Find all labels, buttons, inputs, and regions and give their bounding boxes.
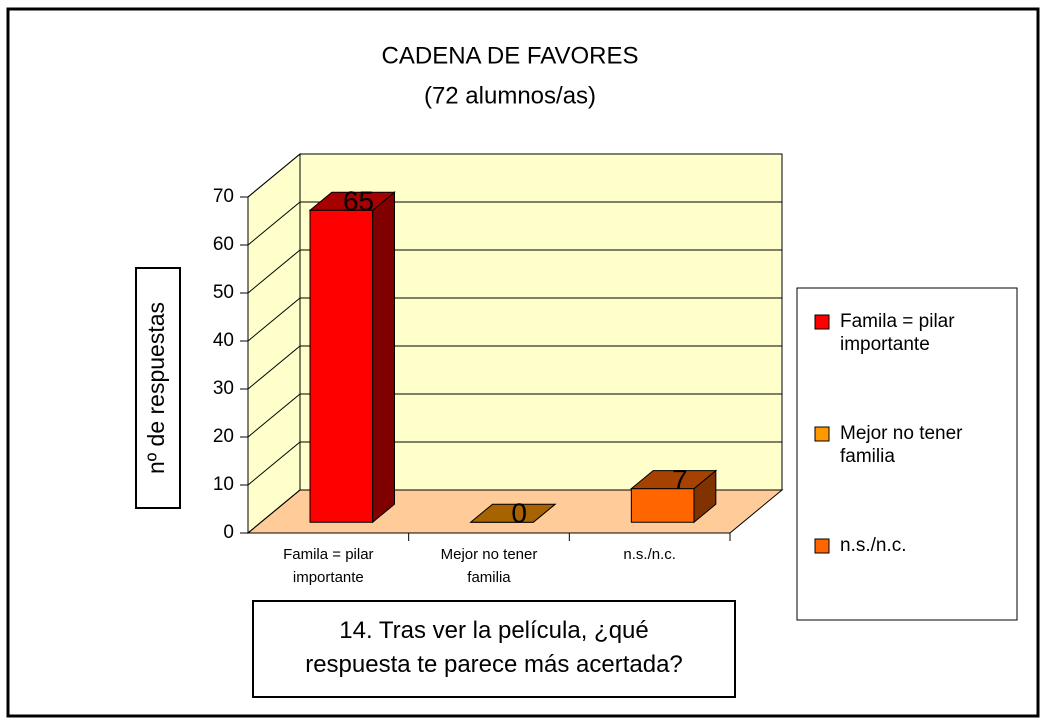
y-label-box (135, 267, 181, 509)
annotation: 14. Tras ver la película, ¿qué respuesta… (252, 600, 736, 698)
grid-line (247, 201, 782, 246)
legend-label: Mejor no tener familia (840, 423, 963, 467)
chart-title: CADENA DE FAVORES (382, 42, 639, 69)
y-tick-label: 30 (213, 378, 234, 399)
legend-label: n.s./n.c. (840, 535, 907, 556)
left-wall (247, 152, 301, 535)
y-tick-label: 60 (213, 234, 234, 255)
bar-top (469, 503, 557, 523)
grid-line (247, 489, 782, 534)
y-tick-label: 20 (213, 426, 234, 447)
bar (469, 503, 557, 523)
x-tick-label: Mejor no tener familia (440, 546, 538, 586)
y-tick-label: 50 (213, 282, 234, 303)
y-tick-label: 0 (223, 522, 234, 543)
x-tick-label: n.s./n.c. (623, 546, 676, 563)
grid-line (247, 153, 782, 198)
legend-box (796, 287, 1018, 621)
chart-subtitle: (72 alumnos/as) (424, 82, 596, 109)
y-tick-label: 70 (213, 186, 234, 207)
grid-line (247, 441, 782, 486)
y-tick-label: 10 (213, 474, 234, 495)
bar-side (372, 191, 396, 524)
legend-label: Famila = pilar importante (840, 311, 955, 355)
value-label: 7 (672, 464, 688, 495)
value-label: 0 (511, 498, 527, 529)
legend-swatch (814, 538, 830, 554)
bar-top (308, 191, 396, 211)
bar (308, 191, 396, 524)
grid-line (247, 297, 782, 342)
bar-front (309, 209, 374, 523)
legend-swatch (814, 426, 830, 442)
y-tick-label: 40 (213, 330, 234, 351)
value-label: 65 (343, 186, 374, 217)
y-axis-label: nº de respuestas (143, 302, 169, 474)
grid-line (247, 249, 782, 294)
grid-line (247, 393, 782, 438)
grid-line (247, 345, 782, 390)
legend-swatch (814, 314, 830, 330)
bar-top (629, 470, 718, 490)
x-tick-label: Famila = pilar importante (283, 546, 374, 586)
bar (629, 469, 718, 524)
